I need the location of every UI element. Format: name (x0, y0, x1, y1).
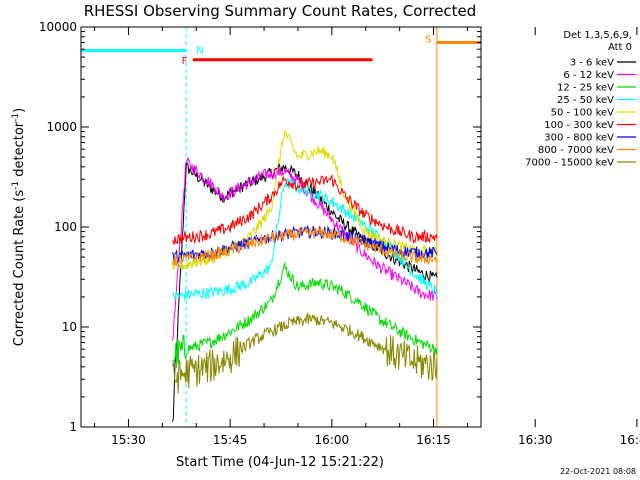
flag-label-f: F (182, 56, 188, 67)
x-tick-label-4: 16:30 (518, 433, 553, 447)
legend-label-2: 12 - 25 keV (557, 83, 614, 94)
x-tick-label-5: 16:45 (620, 433, 640, 447)
flag-label-n: N (196, 46, 203, 57)
legend-label-4: 50 - 100 keV (551, 108, 615, 119)
legend-label-3: 25 - 50 keV (557, 95, 614, 106)
x-axis-label: Start Time (04-Jun-12 15:21:22) (176, 455, 384, 470)
plot-area: NF S (81, 27, 481, 427)
series-line-3 (172, 177, 438, 301)
series-line-1 (172, 157, 438, 341)
legend-header-detectors: Det 1,3,5,6,9, (563, 30, 632, 41)
flag-label-s: S (425, 34, 431, 45)
y-tick-label-0: 1 (69, 420, 77, 434)
chart-title: RHESSI Observing Summary Count Rates, Co… (84, 2, 477, 20)
legend-label-0: 3 - 6 keV (570, 58, 614, 69)
series-line-2 (172, 261, 438, 369)
x-tick-label-1: 15:45 (213, 433, 248, 447)
legend-header-attenuator: Att 0 (608, 42, 632, 53)
axes: 15:3015:4516:0016:1516:3016:4517:0011010… (39, 20, 640, 447)
y-tick-label-2: 100 (54, 220, 77, 234)
legend-label-8: 7000 - 15000 keV (525, 158, 614, 169)
legend-label-7: 800 - 7000 keV (538, 145, 614, 156)
x-tick-label-0: 15:30 (111, 433, 146, 447)
series-line-5 (172, 174, 438, 245)
timestamp: 22-Oct-2021 08:08 (560, 467, 636, 476)
series-line-7 (172, 227, 437, 266)
x-tick-label-2: 16:00 (315, 433, 350, 447)
x-tick-label-3: 16:15 (416, 433, 451, 447)
legend-label-5: 100 - 300 keV (544, 120, 614, 131)
y-tick-label-3: 1000 (46, 120, 77, 134)
legend-label-1: 6 - 12 keV (563, 70, 614, 81)
series-line-8 (172, 311, 438, 394)
y-tick-label-1: 10 (62, 320, 77, 334)
legend-label-6: 300 - 800 keV (544, 133, 614, 144)
y-tick-label-4: 10000 (39, 20, 77, 34)
y-axis-label: Corrected Count Rate (s-1 detector-1) (11, 108, 27, 346)
